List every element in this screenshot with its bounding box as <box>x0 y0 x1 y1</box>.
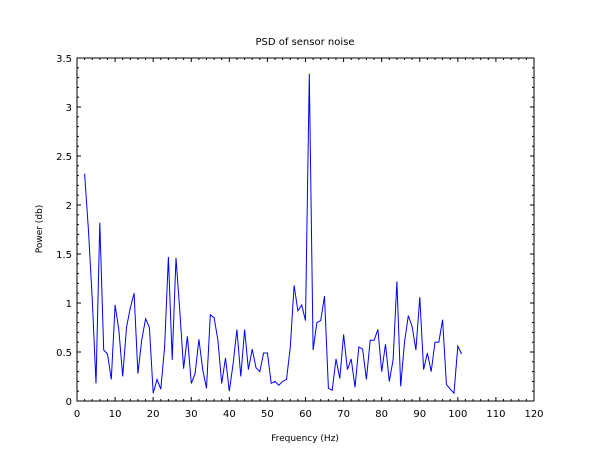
x-tick-label: 60 <box>299 409 312 420</box>
x-tick-label: 90 <box>413 409 426 420</box>
y-tick-label: 0.5 <box>56 348 72 359</box>
x-tick-label: 70 <box>337 409 350 420</box>
x-tick-label: 20 <box>147 409 160 420</box>
y-tick-label: 1.5 <box>56 250 72 261</box>
x-tick-label: 50 <box>261 409 274 420</box>
y-tick-label: 3.5 <box>56 54 72 65</box>
x-tick-label: 100 <box>448 409 467 420</box>
y-axis-label: Power (db) <box>35 205 45 254</box>
x-tick-label: 0 <box>74 409 80 420</box>
x-tick-label: 110 <box>486 409 505 420</box>
x-tick-label: 30 <box>185 409 198 420</box>
x-axis: 0 10 20 30 40 50 60 70 80 90 100 110 120 <box>74 58 544 420</box>
y-tick-label: 2 <box>66 201 72 212</box>
y-tick-label: 1 <box>66 299 72 310</box>
x-tick-label: 10 <box>109 409 122 420</box>
chart-title: PSD of sensor noise <box>256 37 355 48</box>
x-tick-label: 120 <box>524 409 543 420</box>
x-axis-label: Frequency (Hz) <box>271 434 339 444</box>
y-tick-label: 3 <box>66 103 72 114</box>
y-axis: 0 0.5 1 1.5 2 2.5 3 3.5 <box>56 54 534 408</box>
y-tick-label: 2.5 <box>56 152 72 163</box>
x-tick-label: 40 <box>223 409 236 420</box>
series-line <box>84 73 463 395</box>
y-tick-label: 0 <box>66 397 72 408</box>
x-tick-label: 80 <box>375 409 388 420</box>
